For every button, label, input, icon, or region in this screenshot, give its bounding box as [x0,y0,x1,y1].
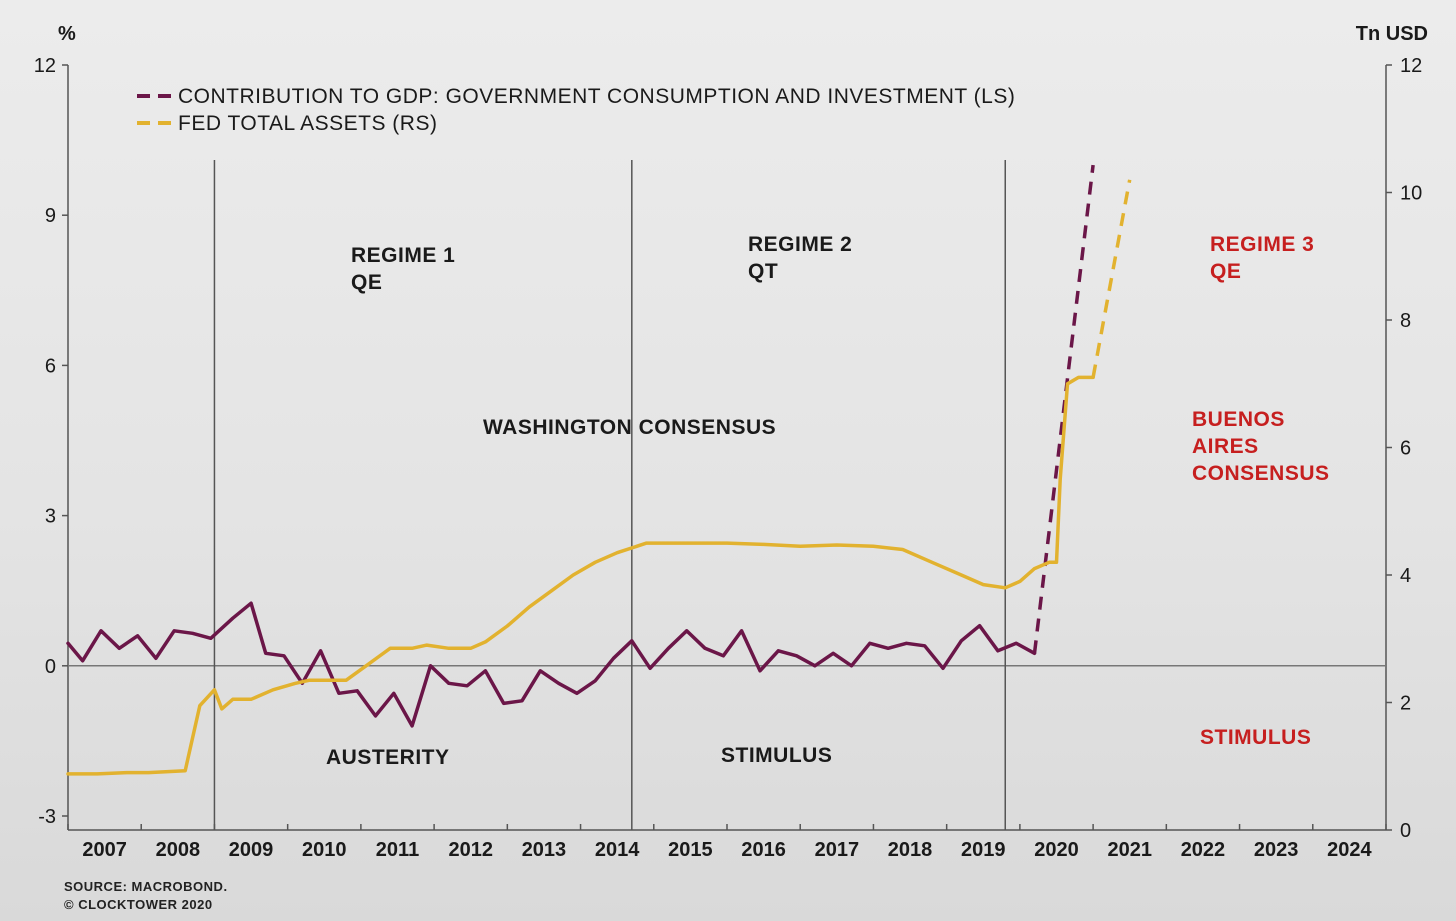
regime3-line1: REGIME 3 [1210,233,1314,256]
regime2-line1: REGIME 2 [748,233,852,256]
right-tick-label: 0 [1400,820,1411,842]
x-tick-label: 2016 [741,839,786,861]
left-tick-label: 9 [45,205,56,227]
right-tick-label: 10 [1400,183,1422,205]
series-line-0 [66,601,1037,728]
x-tick-label: 2022 [1181,839,1226,861]
buenos-line2: AIRES [1192,435,1259,458]
x-tick-label: 2009 [229,839,274,861]
x-tick-label: 2015 [668,839,713,861]
x-tick-label: 2019 [961,839,1006,861]
right-tick-label: 8 [1400,310,1411,332]
series-projection-1 [1091,179,1132,378]
x-tick-label: 2011 [376,839,419,861]
source-line-2: © CLOCKTOWER 2020 [64,897,213,912]
axes [67,65,1387,831]
regime1-line2: QE [351,271,382,294]
series-layer [66,164,1132,776]
buenos-line1: BUENOS [1192,408,1285,431]
left-axis-unit: % [58,23,76,45]
source-line-1: SOURCE: MACROBOND. [64,879,228,894]
x-tick-label: 2020 [1034,839,1079,861]
right-tick-label: 12 [1400,55,1422,77]
x-tick-label: 2023 [1254,839,1299,861]
buenos-line3: CONSENSUS [1192,462,1330,485]
x-tick-label: 2007 [82,839,127,861]
regime3-line2: QE [1210,260,1241,283]
x-tick-label: 2010 [302,839,347,861]
left-tick-label: 3 [45,506,56,528]
x-tick-label: 2017 [815,839,860,861]
regime2-line2: QT [748,260,778,283]
x-tick-label: 2008 [156,839,201,861]
x-tick-label: 2021 [1107,839,1152,861]
right-tick-label: 4 [1400,565,1411,587]
right-tick-label: 2 [1400,693,1411,715]
series-line-1 [66,375,1095,776]
left-tick-label: -3 [38,806,56,828]
regime1-line1: REGIME 1 [351,244,455,267]
right-tick-label: 6 [1400,438,1411,460]
washington-consensus: WASHINGTON CONSENSUS [483,416,776,439]
x-tick-label: 2014 [595,839,640,861]
x-axis-ticks: 2007 2008 2009 2010 2011 2012 2013 2014 2015 2016… [67,824,1387,861]
x-tick-label: 2012 [448,839,493,861]
x-tick-label: 2024 [1327,839,1372,861]
left-axis-ticks: -3 0 3 6 9 12 [34,55,68,828]
right-axis-unit: Tn USD [1356,23,1428,45]
left-tick-label: 0 [45,656,56,678]
stimulus-regime3-label: STIMULUS [1200,726,1311,749]
x-tick-label: 2018 [888,839,933,861]
series-projection-0 [1032,164,1095,654]
annotations: REGIME 1 QE REGIME 2 QT REGIME 3 QE WASH… [326,233,1330,769]
left-tick-label: 6 [45,355,56,377]
legend: CONTRIBUTION TO GDP: GOVERNMENT CONSUMPT… [137,85,1015,135]
austerity-label: AUSTERITY [326,746,450,769]
legend-label-fed: FED TOTAL ASSETS (RS) [178,112,437,135]
x-tick-label: 2013 [522,839,567,861]
legend-label-gdp: CONTRIBUTION TO GDP: GOVERNMENT CONSUMPT… [178,85,1015,108]
regime-dividers [213,160,1006,830]
stimulus-label: STIMULUS [721,744,832,767]
right-axis-ticks: 0 2 4 6 8 10 12 [1386,55,1422,842]
left-tick-label: 12 [34,55,56,77]
